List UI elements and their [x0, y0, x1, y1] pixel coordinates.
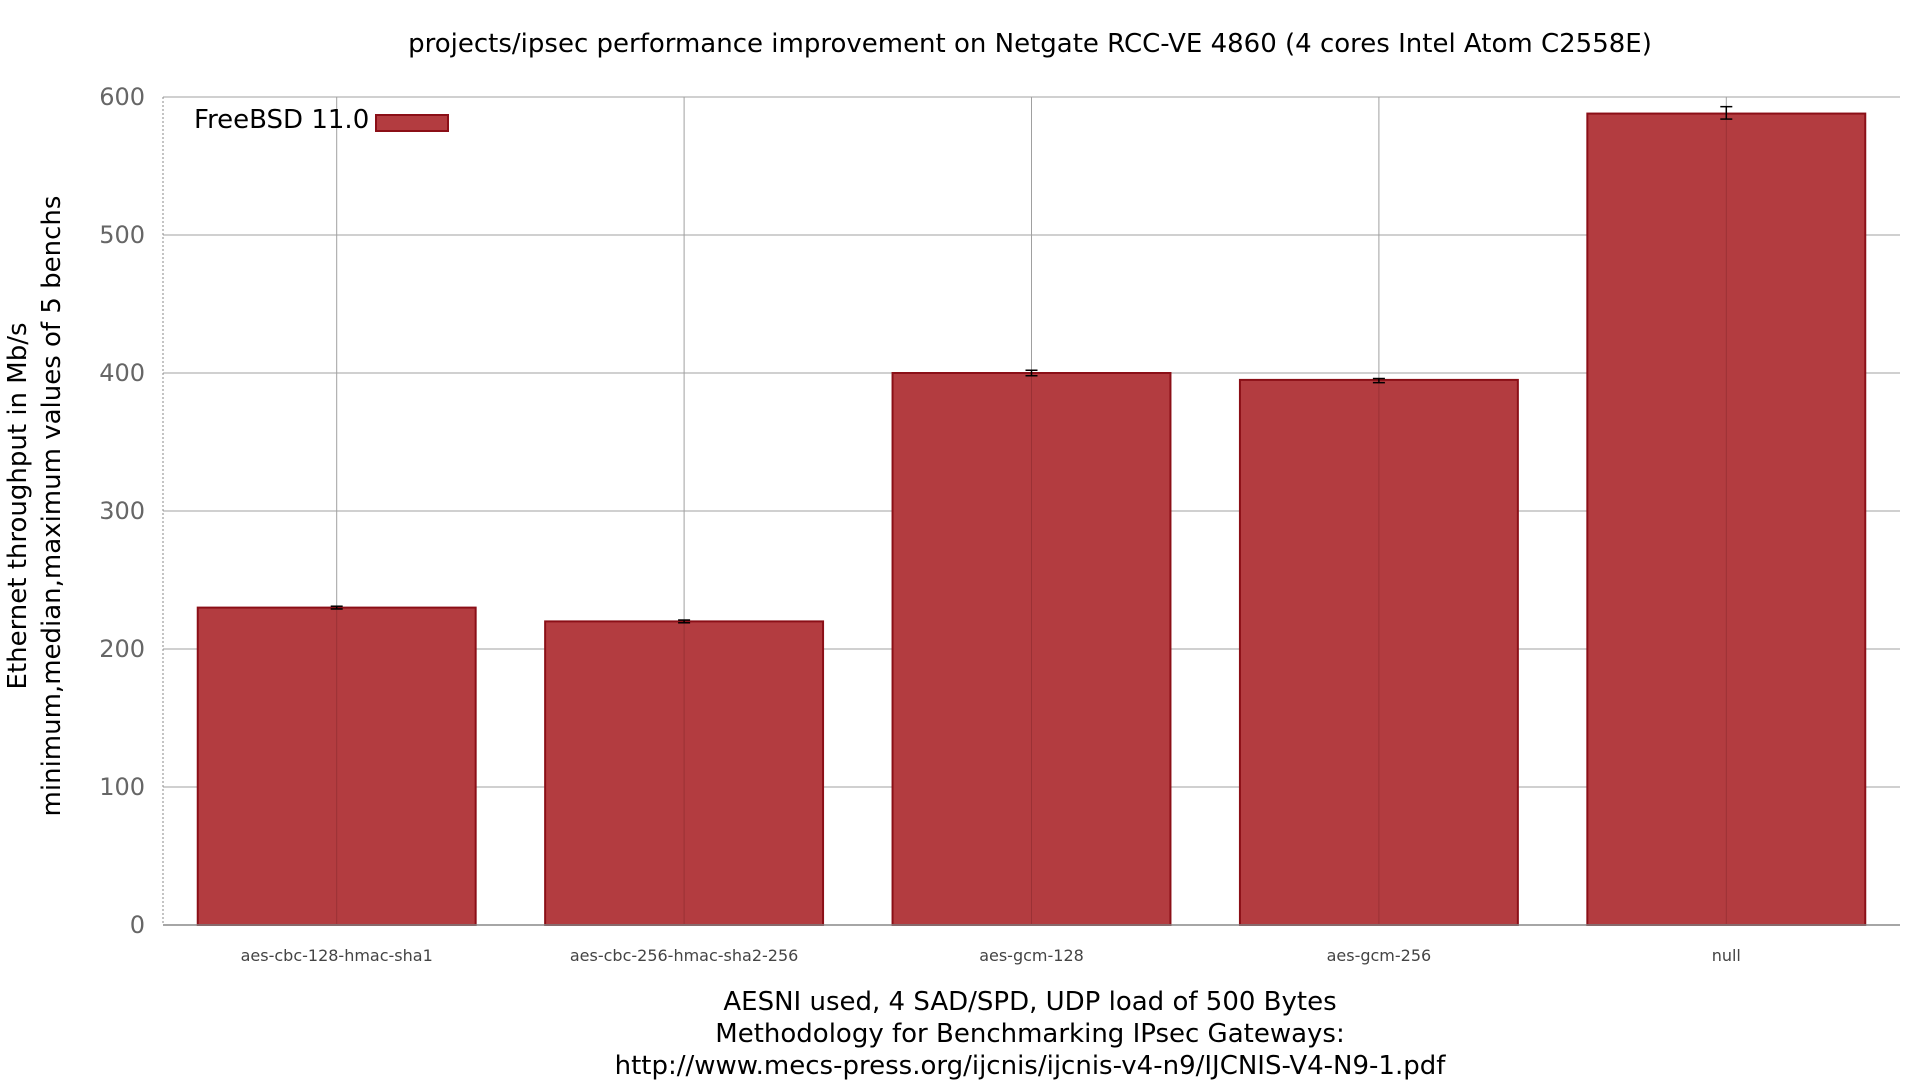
y-axis-label-line-1: Ethernet throughput in Mb/s [3, 322, 33, 689]
y-tick-label: 400 [99, 359, 145, 387]
x-tick-label-aes-gcm-128: aes-gcm-128 [979, 946, 1084, 965]
errorbar-layer [330, 105, 1733, 624]
x-tick-label-null: null [1712, 946, 1741, 965]
x-axis-label-line-3: http://www.mecs-press.org/ijcnis/ijcnis-… [615, 1051, 1447, 1080]
chart-title: projects/ipsec performance improvement o… [408, 29, 1652, 59]
y-axis-label-line-2: minimum,median,maximum values of 5 bench… [37, 196, 67, 817]
y-tick-label: 100 [99, 773, 145, 801]
bars-layer [196, 112, 1867, 927]
legend-swatch [375, 114, 449, 132]
x-tick-label-aes-cbc-128-hmac-sha1: aes-cbc-128-hmac-sha1 [241, 946, 433, 965]
axis-layer: 0 100 200 300 400 500 600 aes-cbc-128-hmac-sha1… [99, 83, 1900, 965]
y-axis-label: Ethernet throughput in Mb/s minimum,medi… [3, 196, 67, 817]
y-tick-label: 0 [130, 911, 145, 939]
x-axis-label: AESNI used, 4 SAD/SPD, UDP load of 500 B… [615, 987, 1447, 1080]
y-tick-label: 500 [99, 221, 145, 249]
x-tick-label-aes-gcm-256: aes-gcm-256 [1327, 946, 1432, 965]
y-tick-label: 200 [99, 635, 145, 663]
x-axis-label-line-1: AESNI used, 4 SAD/SPD, UDP load of 500 B… [723, 987, 1336, 1017]
x-tick-label-aes-cbc-256-hmac-sha2-256: aes-cbc-256-hmac-sha2-256 [570, 946, 798, 965]
y-tick-label: 600 [99, 83, 145, 111]
y-tick-label: 300 [99, 497, 145, 525]
legend: FreeBSD 11.0 [194, 105, 449, 135]
legend-label: FreeBSD 11.0 [194, 105, 369, 135]
x-axis-label-line-2: Methodology for Benchmarking IPsec Gatew… [715, 1019, 1344, 1049]
